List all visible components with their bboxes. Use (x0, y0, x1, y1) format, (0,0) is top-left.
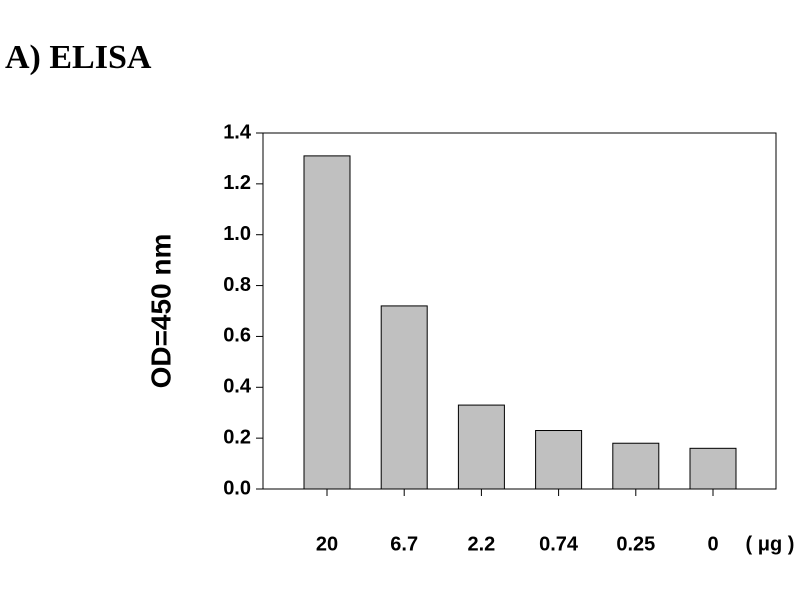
x-tick-label: 0.74 (539, 533, 579, 555)
x-tick-label: 6.7 (390, 533, 418, 555)
bar (612, 442, 660, 490)
y-tick-label: 0.4 (223, 376, 252, 398)
bar (689, 447, 737, 490)
bar (535, 430, 583, 490)
x-tick-label: 0 (707, 533, 718, 555)
y-tick-label: 1.2 (223, 172, 251, 194)
y-tick-label: 1.4 (223, 121, 252, 143)
y-tick-label: 0.8 (223, 274, 251, 296)
x-tick-label: 20 (316, 533, 338, 555)
x-tick-label: 0.25 (616, 533, 655, 555)
x-axis-label: ( μg ) (746, 533, 795, 555)
y-tick-label: 0.6 (223, 325, 251, 347)
x-tick-label: 2.2 (467, 533, 495, 555)
chart-title: A) ELISA (5, 39, 152, 76)
y-tick-label: 1.0 (223, 223, 251, 245)
bar (457, 404, 505, 490)
y-axis-label: OD=450 nm (145, 234, 176, 389)
plot-frame (262, 132, 777, 490)
bar (380, 305, 428, 490)
y-tick-label: 0.0 (223, 477, 251, 499)
y-tick-label: 0.2 (223, 426, 251, 448)
bar (303, 155, 351, 490)
